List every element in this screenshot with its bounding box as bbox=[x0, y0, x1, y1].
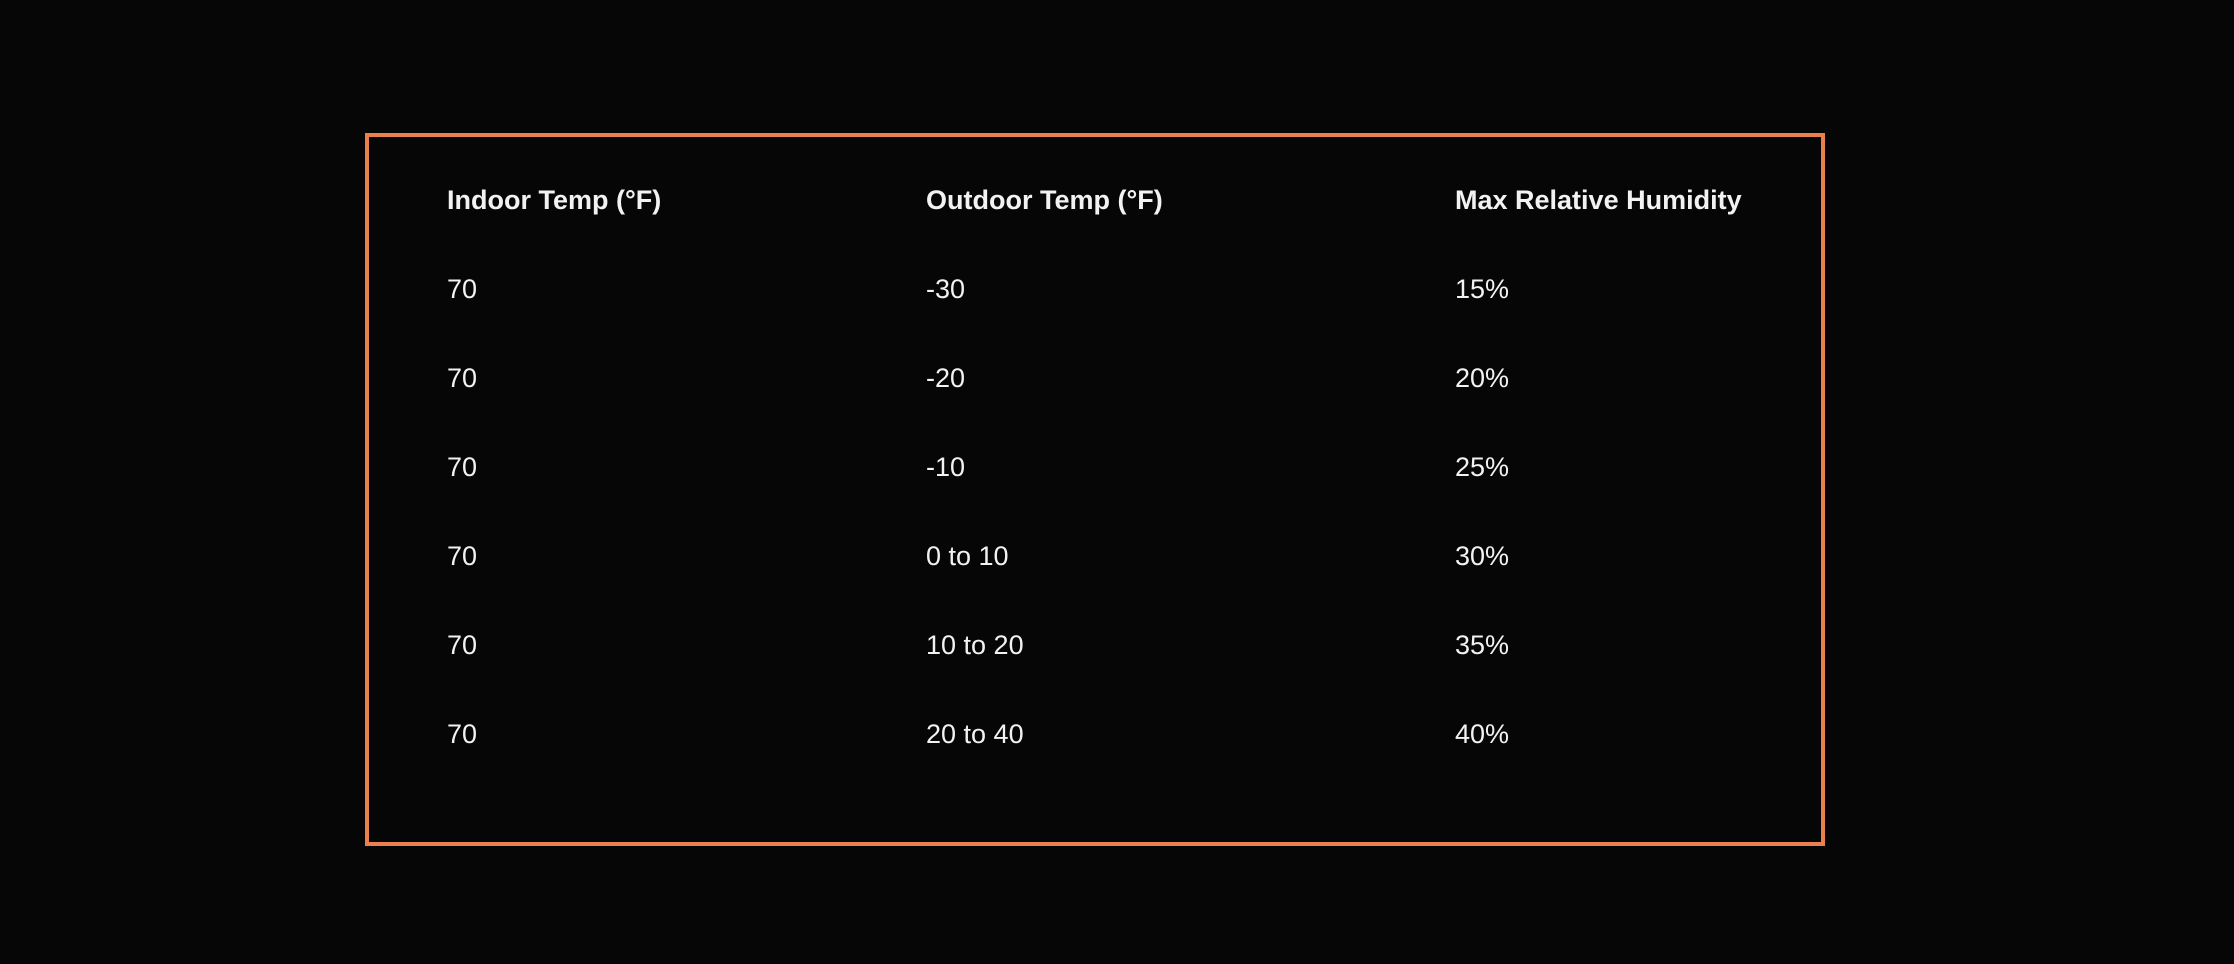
table-cell: -30 bbox=[926, 274, 966, 304]
table-cell: 70 bbox=[447, 452, 478, 482]
table-cell: 30% bbox=[1455, 541, 1510, 571]
table-cell: 15% bbox=[1455, 274, 1510, 304]
table-cell: 35% bbox=[1455, 630, 1510, 660]
table-cell: 0 to 10 bbox=[926, 541, 1009, 571]
humidity-table bbox=[365, 133, 1825, 846]
table-cell: 70 bbox=[447, 541, 478, 571]
table-cell: 70 bbox=[447, 630, 478, 660]
column-header: Indoor Temp (°F) bbox=[447, 185, 662, 215]
table-cell: 70 bbox=[447, 363, 478, 393]
table-cell: 25% bbox=[1455, 452, 1510, 482]
table-cell: -10 bbox=[926, 452, 966, 482]
table-cell: 70 bbox=[447, 719, 478, 749]
table-cell: 20 to 40 bbox=[926, 719, 1024, 749]
table-cell: 20% bbox=[1455, 363, 1510, 393]
table-cell: 40% bbox=[1455, 719, 1510, 749]
column-header: Max Relative Humidity bbox=[1455, 185, 1742, 215]
table-cell: 70 bbox=[447, 274, 478, 304]
table-cell: -20 bbox=[926, 363, 966, 393]
column-header: Outdoor Temp (°F) bbox=[926, 185, 1163, 215]
table-cell: 10 to 20 bbox=[926, 630, 1024, 660]
